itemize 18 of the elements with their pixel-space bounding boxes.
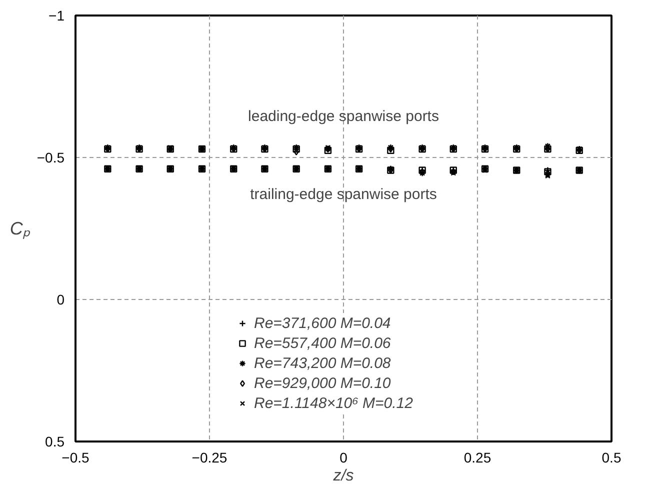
x-tick-label: 0 (340, 450, 348, 466)
y-tick-label: −1 (48, 8, 65, 24)
x-tick-label: 0.25 (464, 450, 492, 466)
y-tick-label: 0 (56, 292, 65, 308)
y-tick-label: −0.5 (36, 150, 65, 166)
y-tick-label: 0.5 (45, 434, 65, 450)
legend-label: Re=743,200 M=0.08 (254, 354, 391, 372)
x-tick-label: 0.5 (602, 450, 622, 466)
x-tick-label: −0.25 (192, 450, 228, 466)
y-axis-title: Cₚ (10, 218, 31, 240)
legend-label: Re=929,000 M=0.10 (254, 374, 391, 392)
legend-label: Re=1.1148×10⁶ M=0.12 (254, 394, 413, 412)
legend-label: Re=557,400 M=0.06 (254, 334, 391, 352)
legend-label: Re=371,600 M=0.04 (254, 314, 391, 332)
x-tick-label: −0.5 (62, 450, 90, 466)
x-axis-title: z/s (332, 468, 354, 484)
annotation: trailing-edge spanwise ports (250, 186, 437, 203)
annotation: leading-edge spanwise ports (248, 108, 439, 125)
